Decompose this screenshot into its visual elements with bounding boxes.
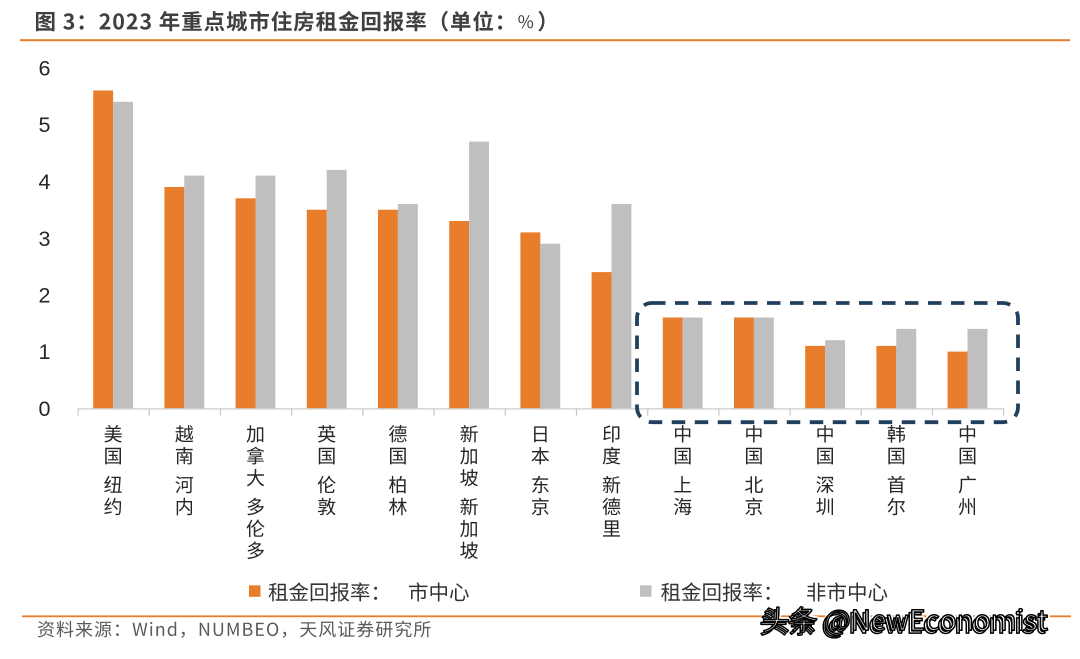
svg-text:1: 1 xyxy=(39,340,51,364)
svg-text:0: 0 xyxy=(39,397,51,421)
svg-text:6: 6 xyxy=(39,57,51,81)
svg-text:4: 4 xyxy=(39,170,51,194)
svg-text:5: 5 xyxy=(39,113,51,137)
svg-text:3: 3 xyxy=(39,227,51,251)
svg-text:2: 2 xyxy=(39,284,51,308)
